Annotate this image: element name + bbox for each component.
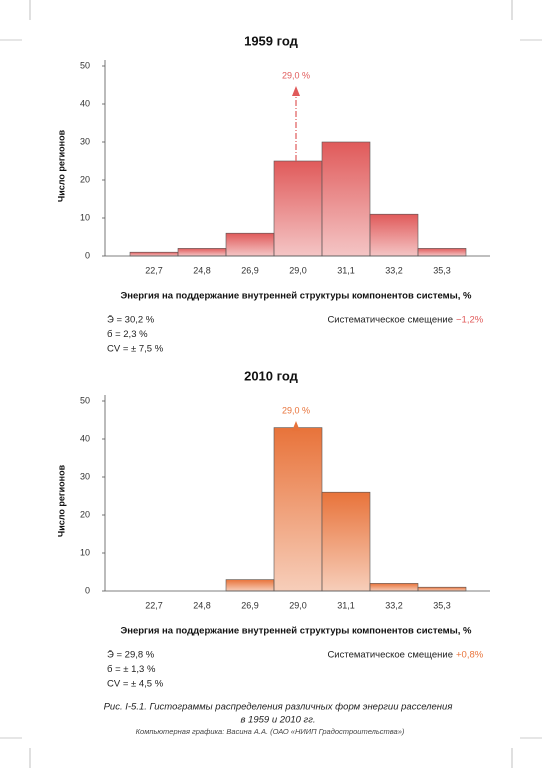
bar bbox=[417, 248, 467, 257]
statistic: Э̄ = 30,2 % bbox=[107, 315, 155, 326]
x-tick-label: 31,1 bbox=[337, 600, 355, 610]
y-tick-label: 40 bbox=[80, 433, 90, 443]
x-axis-label: Энергия на поддержание внутренней структ… bbox=[120, 291, 472, 302]
bar bbox=[321, 491, 371, 592]
annotation-arrowhead bbox=[292, 421, 300, 431]
statistic: б = ± 1,3 % bbox=[107, 664, 156, 675]
shift-label: Систематическое смещение bbox=[327, 315, 453, 326]
y-axis-label: Число регионов bbox=[56, 129, 66, 202]
statistic: б = 2,3 % bbox=[107, 329, 148, 340]
y-tick-label: 50 bbox=[80, 60, 90, 70]
y-tick-label: 10 bbox=[80, 212, 90, 222]
y-tick-label: 20 bbox=[80, 174, 90, 184]
chart-title: 2010 год bbox=[244, 368, 299, 383]
shift-label: Систематическое смещение bbox=[327, 650, 453, 661]
bar bbox=[225, 579, 275, 592]
chart-title: 1959 год bbox=[244, 33, 299, 48]
caption: в 1959 и 2010 гг. bbox=[240, 715, 315, 726]
statistic: Э̄ = 29,8 % bbox=[107, 650, 155, 661]
caption: Рис. I-5.1. Гистограммы распределения ра… bbox=[104, 702, 453, 713]
bar bbox=[369, 583, 419, 592]
x-tick-label: 22,7 bbox=[145, 265, 163, 275]
x-tick-label: 24,8 bbox=[193, 265, 211, 275]
annotation: 29,0 % bbox=[282, 405, 310, 415]
x-tick-label: 26,9 bbox=[241, 600, 259, 610]
y-tick-label: 30 bbox=[80, 471, 90, 481]
x-tick-label: 33,2 bbox=[385, 265, 403, 275]
x-tick-label: 24,8 bbox=[193, 600, 211, 610]
credit: Компьютерная графика: Васина А.А. (ОАО «… bbox=[136, 727, 405, 736]
bar bbox=[417, 586, 467, 592]
annotation-arrowhead bbox=[292, 86, 300, 96]
bar bbox=[225, 232, 275, 257]
bar bbox=[369, 213, 419, 257]
x-tick-label: 29,0 bbox=[289, 600, 307, 610]
y-tick-label: 20 bbox=[80, 509, 90, 519]
shift-value: −1,2% bbox=[456, 315, 484, 326]
x-tick-label: 29,0 bbox=[289, 265, 307, 275]
bar bbox=[273, 427, 323, 592]
y-axis-label: Число регионов bbox=[56, 464, 66, 537]
shift-value: +0,8% bbox=[456, 650, 484, 661]
y-tick-label: 0 bbox=[85, 585, 90, 595]
bar bbox=[273, 160, 323, 257]
x-tick-label: 35,3 bbox=[433, 265, 451, 275]
x-tick-label: 33,2 bbox=[385, 600, 403, 610]
x-tick-label: 26,9 bbox=[241, 265, 259, 275]
y-tick-label: 40 bbox=[80, 98, 90, 108]
bar bbox=[177, 248, 227, 257]
bar bbox=[321, 141, 371, 257]
y-tick-label: 10 bbox=[80, 547, 90, 557]
y-tick-label: 0 bbox=[85, 250, 90, 260]
x-tick-label: 35,3 bbox=[433, 600, 451, 610]
y-tick-label: 30 bbox=[80, 136, 90, 146]
statistic: CV = ± 7,5 % bbox=[107, 344, 164, 355]
x-tick-label: 31,1 bbox=[337, 265, 355, 275]
x-axis-label: Энергия на поддержание внутренней структ… bbox=[120, 626, 472, 637]
statistic: CV = ± 4,5 % bbox=[107, 679, 164, 690]
x-tick-label: 22,7 bbox=[145, 600, 163, 610]
annotation: 29,0 % bbox=[282, 70, 310, 80]
y-tick-label: 50 bbox=[80, 395, 90, 405]
bar bbox=[129, 251, 179, 257]
